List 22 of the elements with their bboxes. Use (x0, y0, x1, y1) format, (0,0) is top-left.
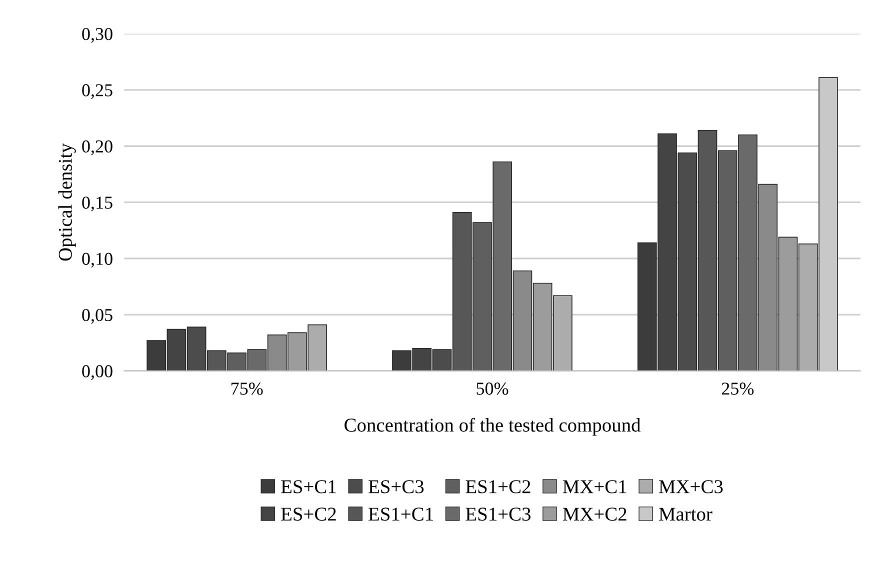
legend-label: ES1+C3 (466, 508, 530, 521)
x-tick-label: 25% (722, 382, 754, 395)
y-tick-label: 0,15 (82, 196, 112, 212)
y-tick-label: 0,30 (82, 28, 112, 43)
legend-label: MX+C1 (562, 480, 626, 494)
y-tick-label: 0,25 (82, 84, 112, 99)
x-tick-label: 50% (476, 382, 508, 395)
x-tick-label: 75% (232, 382, 263, 395)
x-axis-title: Concentration of the tested compound (344, 418, 641, 436)
legend-label: ES+C3 (368, 480, 424, 494)
legend-label: Martor (659, 508, 712, 521)
legend-label: ES+C1 (281, 480, 336, 494)
y-tick-label: 0,10 (82, 252, 112, 268)
legend-label: ES1+C1 (368, 508, 433, 521)
y-tick-label: 0,00 (82, 365, 112, 380)
y-axis-title: Optical density (58, 143, 76, 261)
legend-label: ES+C2 (281, 508, 336, 521)
y-tick-label: 0,05 (82, 308, 112, 324)
legend-label: MX+C2 (562, 508, 626, 521)
legend-label: MX+C3 (659, 480, 723, 494)
y-tick-label: 0,20 (82, 140, 112, 156)
legend-label: ES1+C2 (466, 480, 530, 494)
